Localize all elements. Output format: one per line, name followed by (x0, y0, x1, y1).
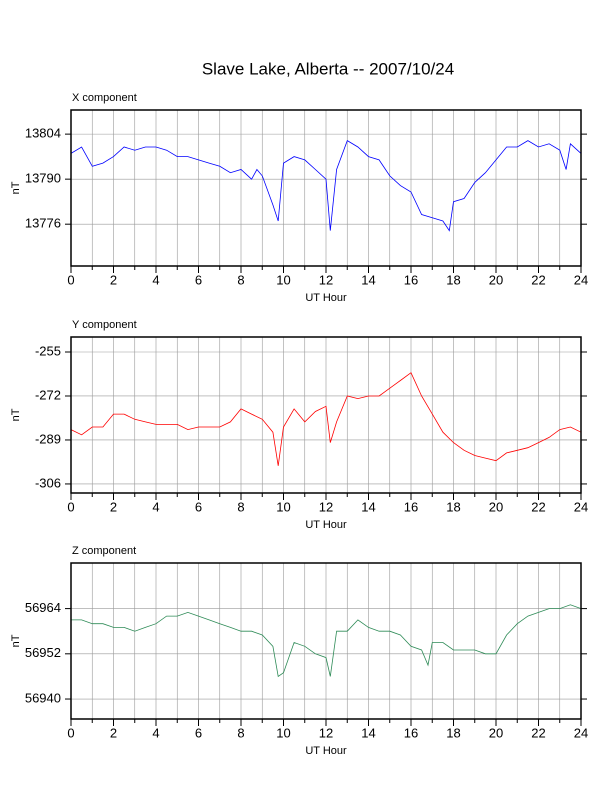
x-tick-label: 24 (574, 725, 588, 740)
x-tick-label: 24 (574, 499, 588, 514)
plot-frame (70, 336, 582, 494)
x-tick-label: 20 (489, 725, 503, 740)
y-tick-label: -255 (35, 343, 61, 358)
y-tick-label: -306 (35, 475, 61, 490)
x-tick-label: 22 (531, 499, 545, 514)
y-tick-label: 56940 (25, 690, 61, 705)
y-tick-label: 13776 (25, 216, 61, 231)
x-axis-label: UT Hour (305, 292, 347, 304)
y-tick-label: -289 (35, 431, 61, 446)
x-tick-label: 4 (152, 499, 159, 514)
y-tick-label: 13790 (25, 171, 61, 186)
x-tick-label: 20 (489, 272, 503, 287)
x-tick-label: 18 (446, 725, 460, 740)
x-tick-label: 12 (319, 272, 333, 287)
x-tick-label: 2 (110, 499, 117, 514)
x-tick-label: 8 (237, 272, 244, 287)
y-tick-label: 13804 (25, 126, 61, 141)
plot-frame (70, 109, 582, 267)
x-tick-label: 6 (195, 272, 202, 287)
x-tick-label: 18 (446, 272, 460, 287)
x-tick-label: 14 (361, 725, 375, 740)
x-tick-label: 14 (361, 499, 375, 514)
x-tick-label: 2 (110, 725, 117, 740)
x-tick-label: 6 (195, 725, 202, 740)
x-tick-label: 16 (404, 725, 418, 740)
x-tick-label: 16 (404, 272, 418, 287)
x-axis-label: UT Hour (305, 745, 347, 757)
y-tick-label: -272 (35, 387, 61, 402)
x-tick-label: 20 (489, 499, 503, 514)
x-tick-label: 14 (361, 272, 375, 287)
x-tick-label: 0 (67, 272, 74, 287)
x-tick-label: 10 (276, 272, 290, 287)
panel-title: Y component (72, 319, 137, 331)
x-tick-label: 16 (404, 499, 418, 514)
x-tick-label: 4 (152, 725, 159, 740)
x-tick-label: 0 (67, 499, 74, 514)
page-title: Slave Lake, Alberta -- 2007/10/24 (202, 59, 454, 78)
x-tick-label: 8 (237, 725, 244, 740)
panel-title: Z component (72, 545, 136, 557)
x-tick-label: 12 (319, 725, 333, 740)
panel-title: X component (72, 92, 137, 104)
data-line (70, 140, 582, 232)
x-tick-label: 2 (110, 272, 117, 287)
y-axis-label: nT (10, 634, 22, 647)
data-line (71, 604, 582, 678)
x-tick-label: 22 (531, 272, 545, 287)
y-axis-label: nT (10, 181, 22, 194)
y-axis-label: nT (10, 408, 22, 421)
plot-frame (70, 562, 582, 720)
x-axis-label: UT Hour (305, 519, 347, 531)
x-tick-label: 22 (531, 725, 545, 740)
y-tick-label: 56952 (25, 645, 61, 660)
x-tick-label: 0 (67, 725, 74, 740)
x-tick-label: 8 (237, 499, 244, 514)
x-tick-label: 6 (195, 499, 202, 514)
x-tick-label: 4 (152, 272, 159, 287)
x-tick-label: 10 (276, 499, 290, 514)
x-tick-label: 18 (446, 499, 460, 514)
data-line (70, 372, 582, 466)
x-tick-label: 10 (276, 725, 290, 740)
x-tick-label: 24 (574, 272, 588, 287)
x-tick-label: 12 (319, 499, 333, 514)
y-tick-label: 56964 (25, 600, 61, 615)
